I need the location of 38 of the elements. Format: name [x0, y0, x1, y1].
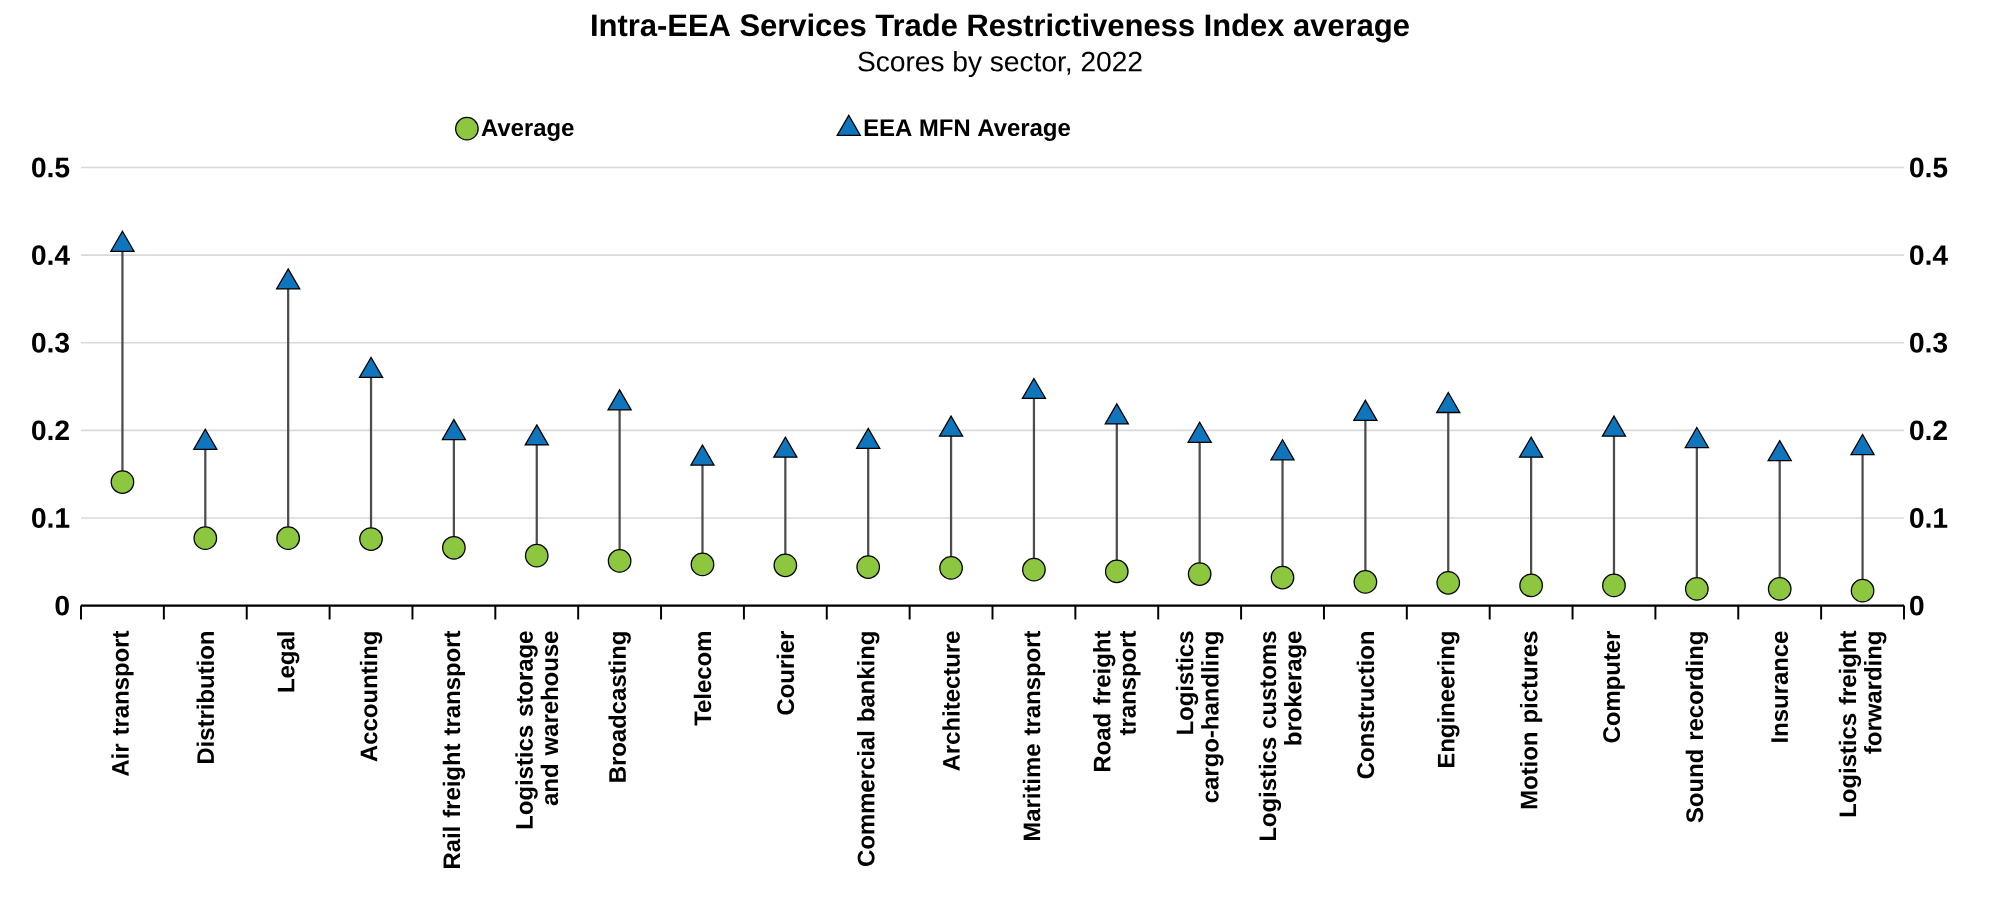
x-tick-label: Logistics freight forwarding: [1838, 630, 1887, 817]
x-tick-label: Insurance: [1771, 631, 1789, 742]
x-tick-label: Road freight transport: [1093, 630, 1141, 772]
legend-label: Average: [481, 119, 574, 141]
x-tick-label: Rail freight transport: [442, 630, 466, 868]
x-tick-label: Legal: [276, 632, 300, 692]
y2-tick-label: 0.2: [1910, 420, 1947, 441]
x-tick-label: Accounting: [359, 632, 383, 762]
x-tick-label: Courier: [776, 630, 795, 715]
x-tick-label: Motion pictures: [1519, 631, 1543, 809]
y-tick-label: 0.4: [32, 245, 70, 266]
x-tick-label: Architecture: [942, 631, 960, 771]
x-tick-label: Logistics cargo-handling: [1175, 631, 1224, 803]
y2-tick-label: 0.5: [1910, 157, 1948, 178]
y2-tick-label: 0: [1910, 595, 1924, 616]
x-tick-label: Distribution: [196, 632, 215, 764]
x-tick-label: Air transport: [111, 630, 134, 777]
x-tick-label: Computer: [1603, 630, 1625, 743]
y-tick-label: 0.5: [32, 157, 70, 178]
y-tick-label: 0: [55, 595, 69, 616]
chart-title: Intra-EEA Services Trade Restrictiveness Index average: [592, 13, 1409, 43]
x-tick-label: Commercial banking: [857, 632, 880, 866]
x-tick-label: Logistics storage and warehouse: [515, 631, 559, 829]
chart-subtitle: Scores by sector, 2022: [858, 50, 1142, 78]
y-tick-label: 0.3: [32, 332, 70, 353]
y2-tick-label: 0.3: [1910, 332, 1948, 353]
x-tick-label: Logistics customs brokerage: [1258, 631, 1307, 841]
y-tick-label: 0.1: [32, 508, 70, 528]
y2-tick-label: 0.1: [1910, 508, 1948, 528]
x-tick-label: Engineering: [1437, 632, 1460, 768]
y2-tick-label: 0.4: [1910, 245, 1948, 266]
x-tick-label: Telecom: [693, 632, 712, 726]
x-tick-label: Maritime transport: [1022, 630, 1046, 841]
legend-label: EEA MFN Average: [864, 119, 1070, 141]
x-tick-label: Construction: [1356, 632, 1375, 779]
x-tick-label: Broadcasting: [608, 632, 631, 782]
y-tick-label: 0.2: [32, 420, 69, 441]
x-tick-label: Sound recording: [1685, 632, 1709, 823]
